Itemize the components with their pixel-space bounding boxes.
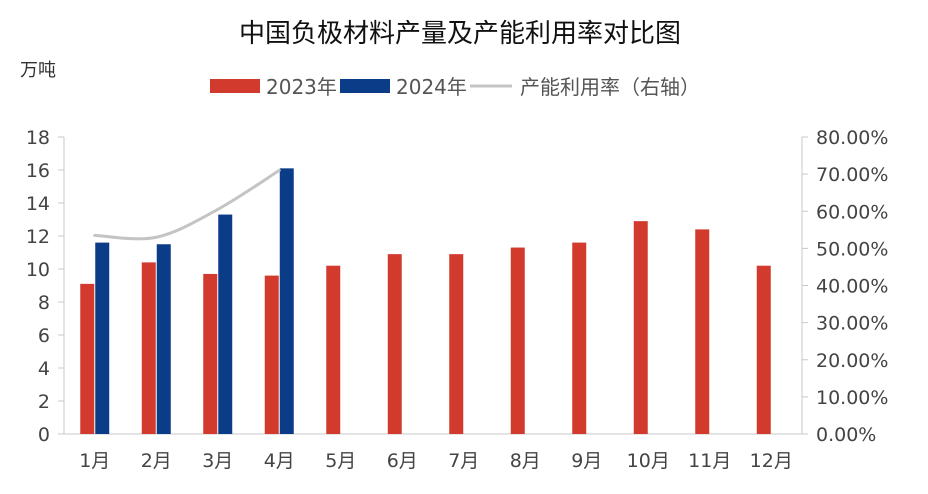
- left-tick-label: 16: [26, 160, 50, 182]
- x-tick-label: 11月: [688, 450, 731, 472]
- right-axis-ticks: 0.00% 10.00% 20.00% 30.00% 40.00% 50.00% 60.00…: [802, 127, 888, 446]
- legend-label-utilization: 产能利用率（右轴）: [520, 75, 700, 99]
- bar-2023年-4月: [264, 275, 279, 434]
- x-tick-label: 2月: [141, 450, 172, 472]
- x-tick-label: 8月: [510, 450, 541, 472]
- x-tick-label: 6月: [387, 450, 418, 472]
- left-tick-label: 8: [38, 292, 50, 314]
- right-tick-label: 40.00%: [816, 276, 888, 298]
- bar-2023年-7月: [449, 254, 464, 434]
- right-tick-label: 60.00%: [816, 201, 888, 223]
- utilization-line-layer: [93, 168, 281, 241]
- left-tick-label: 10: [26, 259, 50, 281]
- utilization-line: [93, 168, 281, 241]
- x-tick-label: 10月: [627, 450, 670, 472]
- bar-2023年-9月: [572, 242, 587, 434]
- left-tick-label: 14: [26, 193, 50, 215]
- bar-2023年-3月: [203, 273, 218, 434]
- right-tick-label: 80.00%: [816, 127, 888, 149]
- bar-2023年-2月: [141, 262, 156, 434]
- bar-2024年-4月: [279, 168, 294, 434]
- chart-title: 中国负极材料产量及产能利用率对比图: [239, 19, 681, 49]
- bar-2023年-6月: [387, 254, 402, 434]
- legend-label-2023: 2023年: [266, 75, 337, 99]
- x-axis-ticks: 1月 2月 3月 4月 5月 6月 7月 8月 9月 10月 11月 12月: [79, 450, 793, 472]
- bar-2023年-10月: [633, 221, 648, 434]
- bar-2023年-8月: [510, 247, 525, 434]
- x-tick-label: 5月: [325, 450, 356, 472]
- x-tick-label: 4月: [264, 450, 295, 472]
- left-tick-label: 18: [26, 127, 50, 149]
- bar-2024年-1月: [95, 242, 110, 434]
- bar-2023年-12月: [756, 265, 771, 434]
- left-tick-label: 12: [26, 226, 50, 248]
- bar-2024年-2月: [156, 244, 171, 434]
- left-axis-ticks: 0 2 4 6 8 10 12 14 16 18: [26, 127, 64, 446]
- x-tick-label: 7月: [448, 450, 479, 472]
- right-tick-label: 20.00%: [816, 350, 888, 372]
- left-tick-label: 0: [38, 424, 50, 446]
- left-tick-label: 2: [38, 391, 50, 413]
- y-axis-unit: 万吨: [20, 60, 56, 81]
- legend-swatch-2023: [210, 79, 260, 93]
- right-tick-label: 50.00%: [816, 238, 888, 260]
- bar-2024年-3月: [218, 214, 233, 434]
- legend-label-2024: 2024年: [396, 75, 467, 99]
- right-tick-label: 30.00%: [816, 313, 888, 335]
- left-tick-label: 6: [38, 325, 50, 347]
- bars: [80, 168, 771, 434]
- bar-2023年-1月: [80, 283, 95, 434]
- left-tick-label: 4: [38, 358, 50, 380]
- right-tick-label: 10.00%: [816, 387, 888, 409]
- right-tick-label: 0.00%: [816, 424, 876, 446]
- x-tick-label: 12月: [750, 450, 793, 472]
- bar-2023年-11月: [695, 229, 710, 434]
- x-tick-label: 1月: [79, 450, 110, 472]
- legend: 2023年 2024年 产能利用率（右轴）: [210, 75, 700, 99]
- x-tick-label: 3月: [202, 450, 233, 472]
- bar-2023年-5月: [326, 265, 341, 434]
- legend-swatch-2024: [340, 79, 390, 93]
- x-tick-label: 9月: [571, 450, 602, 472]
- right-tick-label: 70.00%: [816, 164, 888, 186]
